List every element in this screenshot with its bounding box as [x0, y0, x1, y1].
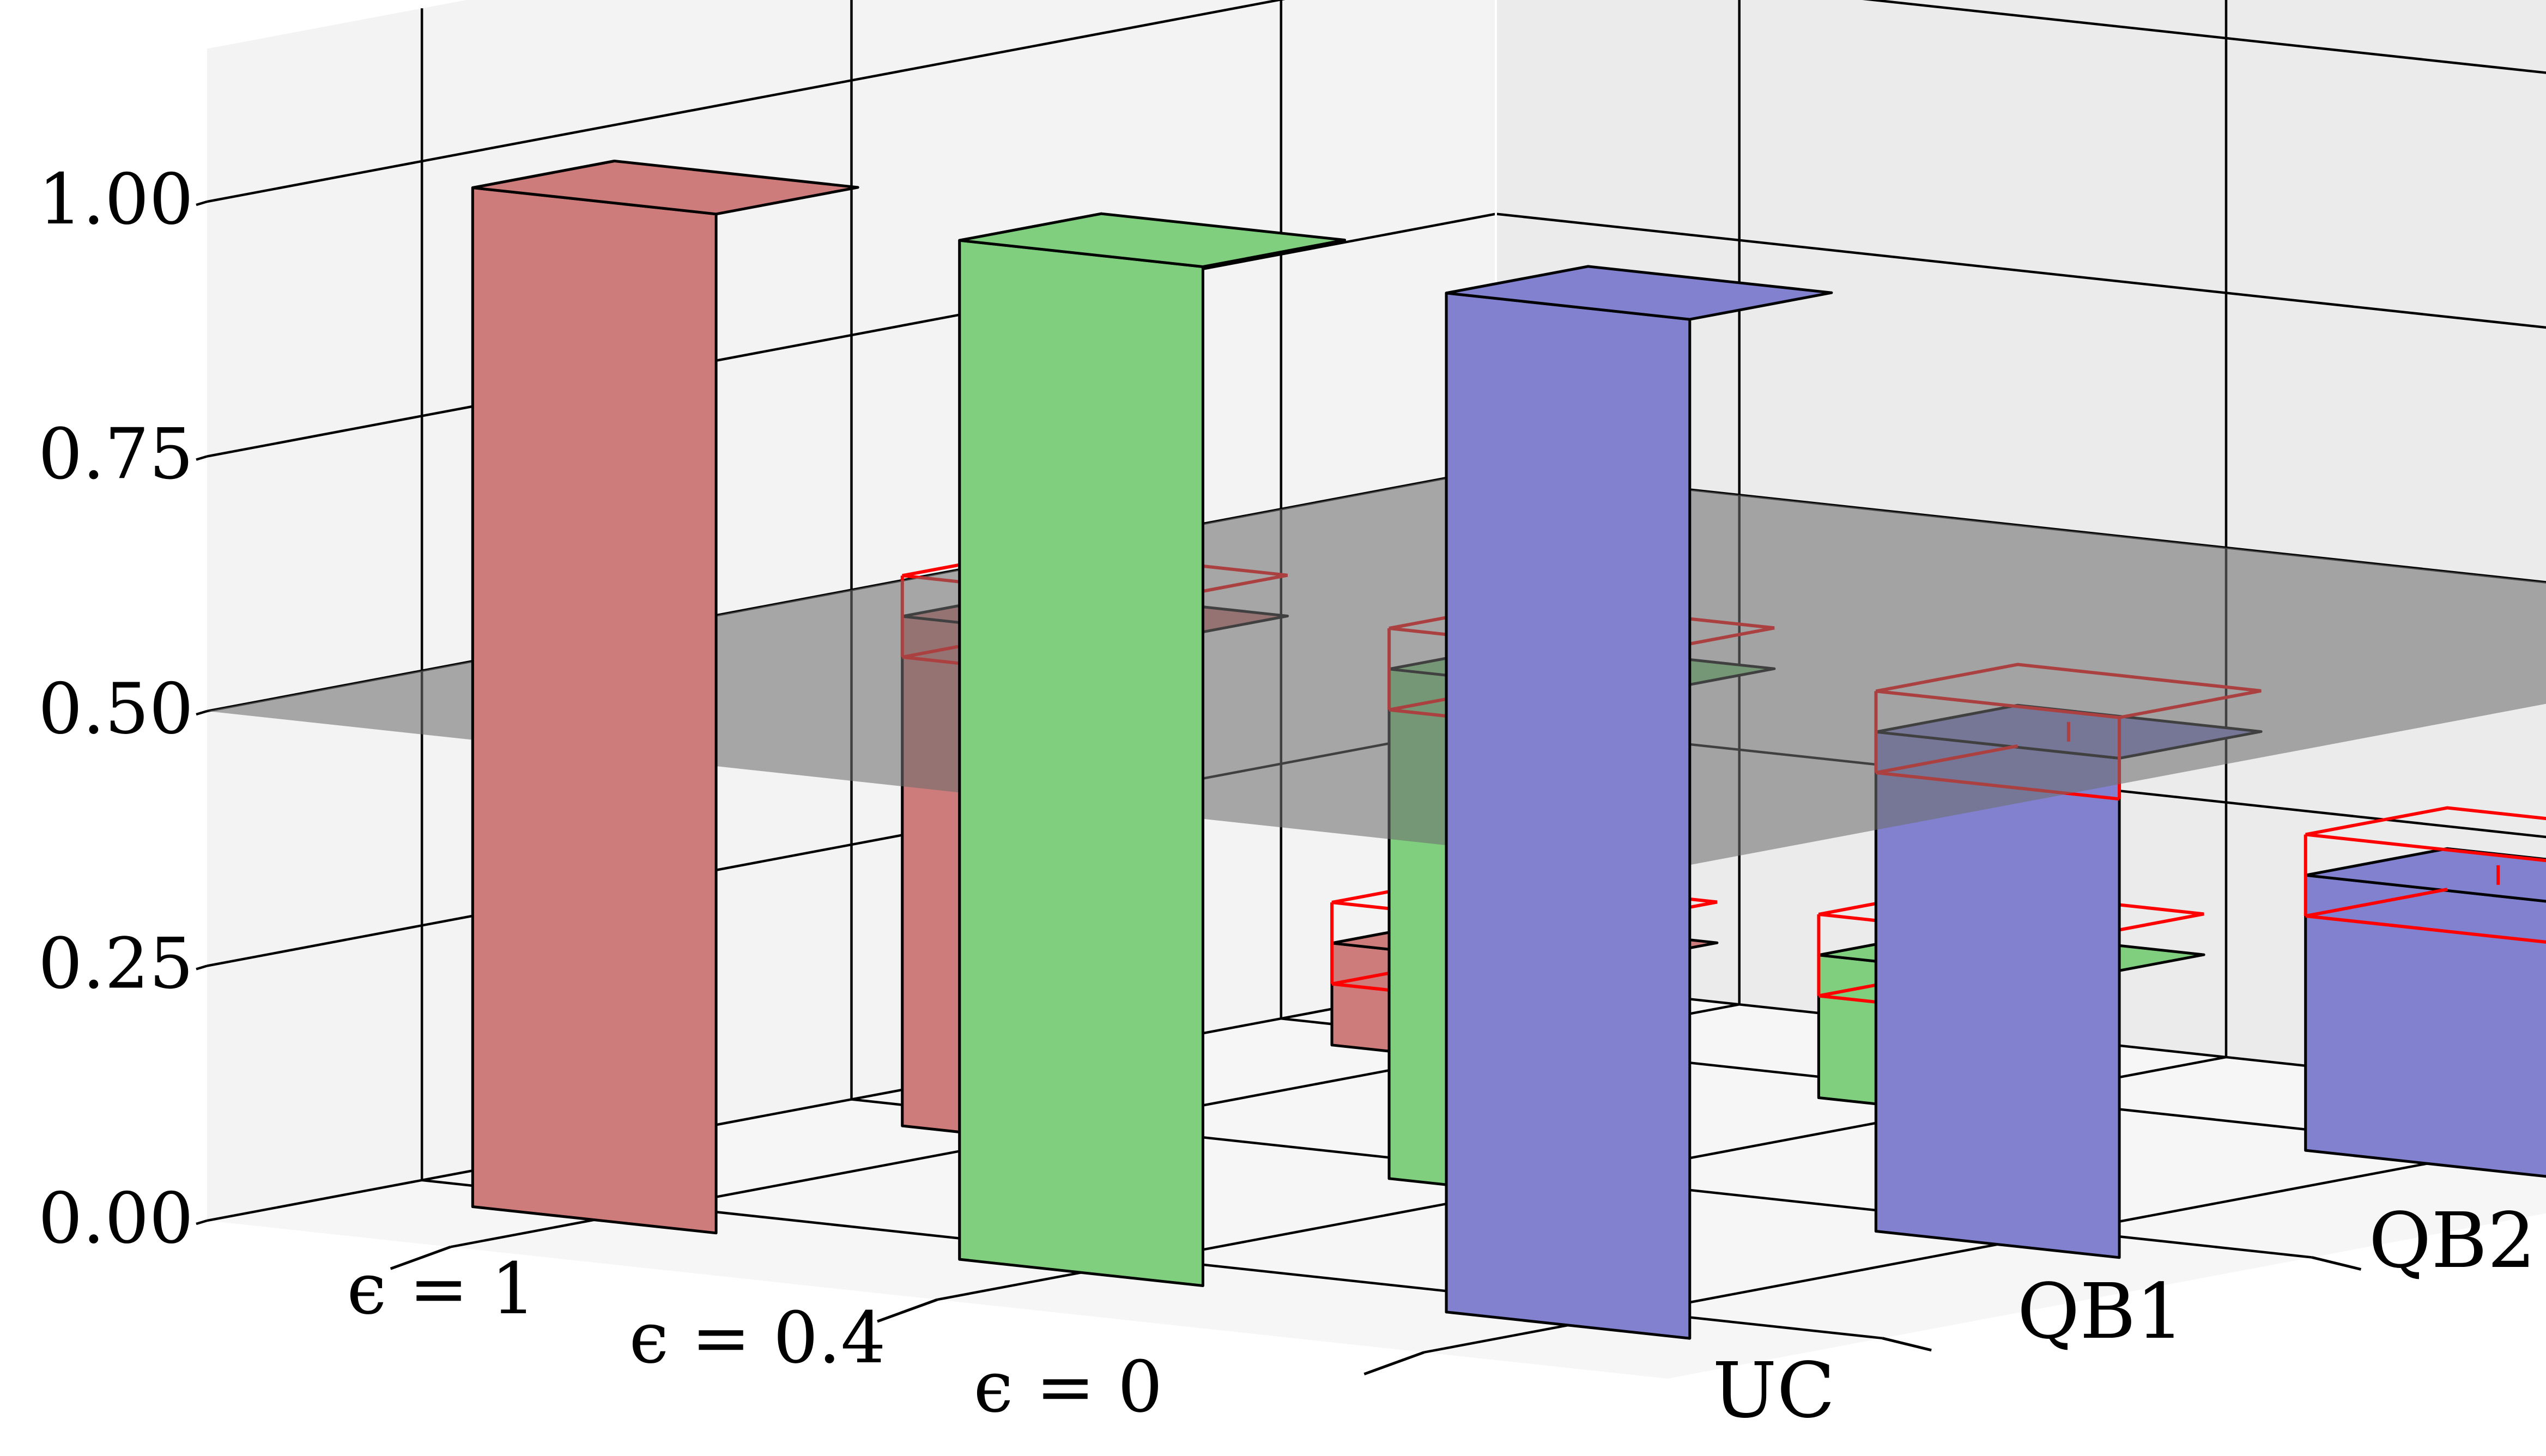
reference-plane: [207, 469, 2546, 869]
epsilon-label: ϵ = 1: [347, 1247, 536, 1330]
epsilon-tick: [877, 1298, 938, 1323]
bar: [471, 160, 859, 1235]
epsilon-label: ϵ = 0: [973, 1345, 1162, 1428]
strategy-label: QB2: [2369, 1197, 2536, 1285]
bar-front-face: [958, 239, 1204, 1287]
z-tick-2: [196, 709, 208, 716]
z-tick-3: [196, 455, 208, 461]
error-box-top: [2305, 806, 2546, 863]
epsilon-gridline: [937, 0, 2228, 1301]
bar: [1445, 265, 1833, 1340]
chart-axes: [196, 200, 2362, 1376]
epsilon-tick: [390, 1245, 451, 1270]
bar-front-face: [2304, 873, 2546, 1178]
z-tick-label: 0.50: [38, 669, 193, 750]
z-tick-label: 0.75: [38, 414, 193, 495]
bar-front-face: [1445, 292, 1692, 1340]
bar-top-face: [1445, 265, 1833, 321]
z-tick-1: [196, 964, 208, 970]
strategy-tick: [1882, 1337, 1932, 1352]
bar: [2303, 806, 2546, 1178]
strategy-gridline: [850, 0, 2312, 1259]
bar: [958, 212, 1347, 1287]
bar-top-face: [2304, 847, 2546, 903]
epsilon-gridline: [450, 0, 1741, 1248]
z-tick-4: [196, 200, 208, 207]
z-tick-label: 0.00: [38, 1178, 193, 1259]
epsilon-label: ϵ = 0.4: [629, 1296, 886, 1379]
strategy-gridline: [420, 8, 1883, 1340]
strategy-tick: [2311, 1256, 2362, 1271]
bar-top-face: [471, 160, 859, 216]
epsilon-gridline: [1423, 1140, 2546, 1354]
chart-labels: 0.00 0.25 0.50 0.75 1.00 ϵ = 1 ϵ = 0.4 ϵ = 0 UC Q…: [38, 159, 2536, 1435]
strategy-label: QB1: [2017, 1267, 2185, 1356]
z-tick-label: 0.25: [38, 924, 193, 1005]
bar-top-face: [958, 212, 1347, 268]
strategy-label: UC: [1712, 1346, 1835, 1435]
chart-bars: [207, 160, 2546, 1340]
z-tick-label: 1.00: [38, 159, 193, 240]
z-tick-0: [196, 1219, 208, 1226]
epsilon-tick: [1363, 1351, 1425, 1376]
bar-front-face: [471, 186, 718, 1235]
z-gridline-4: [207, 0, 2546, 203]
